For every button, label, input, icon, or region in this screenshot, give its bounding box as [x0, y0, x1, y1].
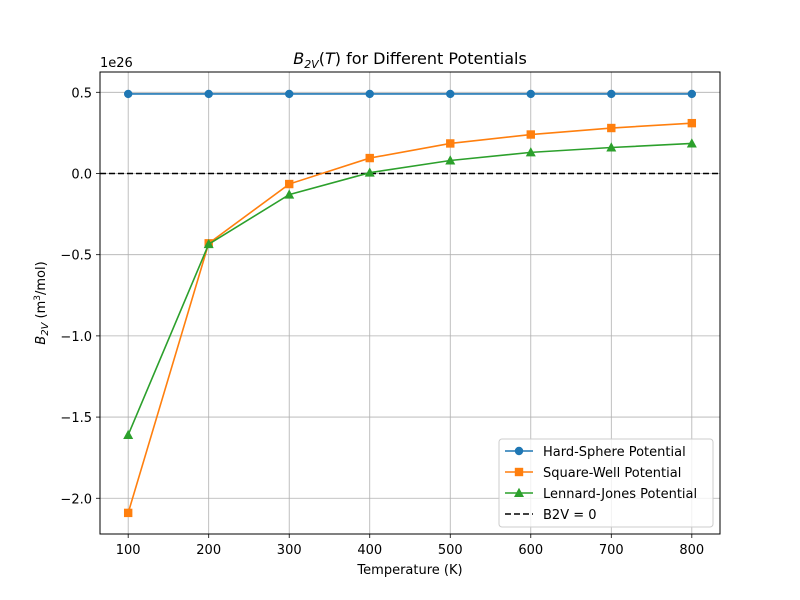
data-point: [526, 89, 535, 99]
series-group: [123, 89, 697, 518]
offset-text: 1e26: [100, 56, 133, 71]
data-point: [204, 89, 213, 99]
y-tick-label: 0.5: [71, 86, 92, 101]
legend-label: B2V = 0: [543, 508, 597, 523]
axes-frame: [99, 71, 721, 535]
data-point: [445, 155, 456, 165]
data-point: [446, 139, 455, 148]
x-tick-label: 500: [438, 543, 463, 558]
data-point: [284, 189, 295, 199]
data-point: [123, 429, 134, 439]
data-point: [525, 147, 536, 157]
y-tick-label: −0.5: [60, 249, 92, 264]
title-sub: 2V: [304, 58, 320, 71]
data-point: [365, 89, 374, 99]
series-1: [123, 89, 697, 99]
data-point: [607, 89, 616, 99]
chart-title: B2V(T) for Different Potentials: [293, 49, 527, 71]
series-3: [123, 138, 697, 439]
series-line: [127, 122, 692, 514]
ylabel-unit: (m: [34, 301, 49, 323]
x-tick-label: 300: [277, 543, 302, 558]
y-tick-label: 0.0: [71, 167, 92, 182]
title-t: T: [325, 49, 336, 68]
legend-marker: [514, 446, 524, 456]
data-point: [606, 142, 617, 152]
ylabel-b: B: [34, 336, 49, 345]
title-paren-open: (: [319, 49, 325, 68]
legend-label: Lennard-Jones Potential: [543, 487, 697, 502]
x-axis: 100 200 300 400 500 600 700 800: [116, 534, 704, 558]
x-tick-label: 800: [679, 543, 704, 558]
legend-label: Hard-Sphere Potential: [543, 445, 686, 460]
data-point: [687, 118, 697, 128]
y-axis-label: B2V (m3/mol): [33, 261, 51, 344]
data-point: [446, 89, 455, 99]
data-point: [203, 238, 214, 249]
data-point: [686, 138, 697, 148]
ylabel-unit-end: /mol): [34, 261, 49, 295]
ylabel-sup: 3: [33, 295, 43, 301]
data-point: [526, 130, 535, 139]
y-axis: 0.5 0.0 −0.5 −1.0 −1.5 −2.0: [60, 86, 100, 507]
ylabel-sub: 2V: [40, 321, 51, 335]
legend-marker: [514, 487, 524, 497]
legend-label: Square-Well Potential: [543, 466, 681, 481]
data-point: [123, 508, 133, 518]
y-tick-label: −1.5: [60, 411, 92, 426]
y-tick-label: −2.0: [60, 492, 92, 507]
data-point: [607, 123, 616, 133]
data-point: [687, 89, 697, 99]
x-tick-label: 200: [196, 543, 221, 558]
legend-box: [498, 438, 714, 528]
data-point: [123, 89, 133, 99]
title-rest: ) for Different Potentials: [335, 49, 527, 68]
series-line: [127, 142, 692, 436]
legend: Hard-Sphere Potential Square-Well Potenti…: [498, 438, 714, 528]
x-tick-label: 100: [116, 543, 141, 558]
x-tick-label: 400: [357, 543, 382, 558]
y-tick-label: −1.0: [60, 330, 92, 345]
x-tick-label: 600: [518, 543, 543, 558]
data-point: [365, 153, 374, 163]
x-tick-label: 700: [599, 543, 624, 558]
data-point: [285, 179, 294, 189]
data-point: [285, 89, 294, 99]
x-axis-label: Temperature (K): [356, 563, 462, 578]
legend-marker: [514, 467, 524, 477]
data-point: [364, 167, 375, 177]
title-b: B: [293, 49, 304, 68]
